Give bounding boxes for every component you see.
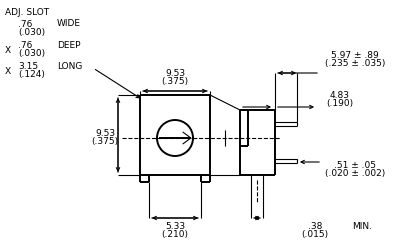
Text: (.210): (.210) xyxy=(162,230,188,239)
Text: DEEP: DEEP xyxy=(57,41,80,49)
Text: .76: .76 xyxy=(18,41,32,50)
Text: (.375): (.375) xyxy=(162,77,188,86)
Text: ADJ. SLOT: ADJ. SLOT xyxy=(5,8,49,17)
Text: (.030): (.030) xyxy=(18,28,45,37)
Text: 9.53: 9.53 xyxy=(95,128,115,138)
Text: .38: .38 xyxy=(308,222,322,231)
Text: 9.53: 9.53 xyxy=(165,69,185,78)
Text: (.375): (.375) xyxy=(92,137,118,145)
Text: (.015): (.015) xyxy=(302,230,328,239)
Text: (.020 ± .002): (.020 ± .002) xyxy=(325,168,385,178)
Text: LONG: LONG xyxy=(57,62,82,70)
Text: X: X xyxy=(5,67,11,76)
Text: MIN.: MIN. xyxy=(352,222,372,230)
Text: (.235 ± .035): (.235 ± .035) xyxy=(325,59,385,67)
Text: (.030): (.030) xyxy=(18,49,45,58)
Text: (.124): (.124) xyxy=(18,70,45,79)
Text: X: X xyxy=(5,46,11,55)
Text: 3.15: 3.15 xyxy=(18,62,38,71)
Text: (.190): (.190) xyxy=(326,99,354,107)
Text: 5.97 ± .89: 5.97 ± .89 xyxy=(331,50,379,60)
Text: 5.33: 5.33 xyxy=(165,222,185,231)
Text: .76: .76 xyxy=(18,20,32,29)
Text: WIDE: WIDE xyxy=(57,20,81,28)
Text: .51 ± .05: .51 ± .05 xyxy=(334,161,376,169)
Text: 4.83: 4.83 xyxy=(330,90,350,100)
